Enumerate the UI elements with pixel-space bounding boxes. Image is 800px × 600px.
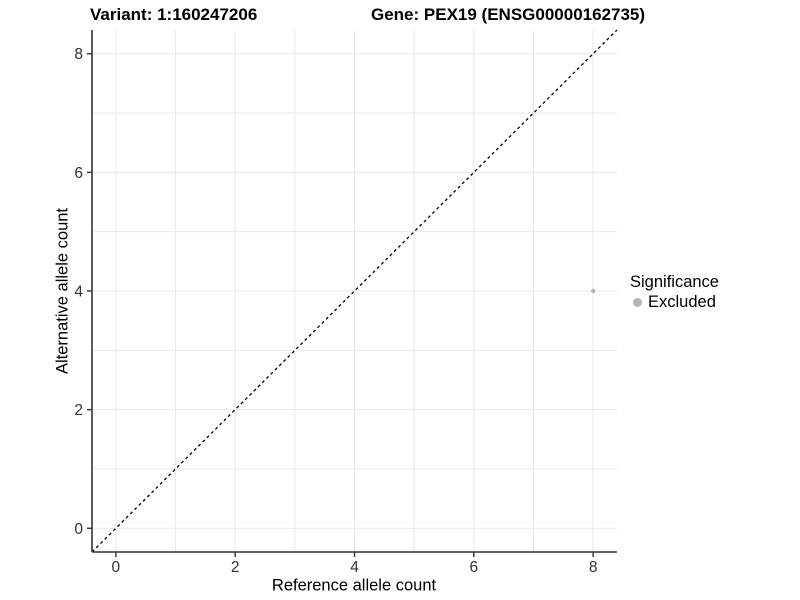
x-tick-label: 2 [231, 559, 240, 576]
legend-key-dot [633, 297, 642, 307]
x-tick-label: 8 [589, 559, 598, 576]
variant-title: Variant: 1:160247206 [90, 5, 258, 24]
y-tick-label: 0 [74, 521, 83, 538]
legend: Significance Excluded [630, 272, 719, 312]
y-axis-label: Alternative allele count [53, 207, 72, 375]
y-tick-label: 6 [74, 165, 83, 182]
y-tick-label: 2 [74, 402, 83, 419]
gene-title: Gene: PEX19 (ENSG00000162735) [371, 5, 646, 24]
x-axis-label: Reference allele count [271, 576, 437, 595]
y-tick-label: 8 [74, 46, 83, 63]
legend-title: Significance [630, 273, 719, 291]
y-tick-label: 4 [74, 284, 83, 301]
data-point [590, 288, 596, 294]
x-tick-label: 0 [112, 559, 121, 576]
x-tick-label: 6 [470, 559, 479, 576]
legend-item-label: Excluded [648, 293, 716, 311]
legend-item-excluded: Excluded [630, 292, 719, 312]
x-tick-label: 4 [350, 559, 359, 576]
